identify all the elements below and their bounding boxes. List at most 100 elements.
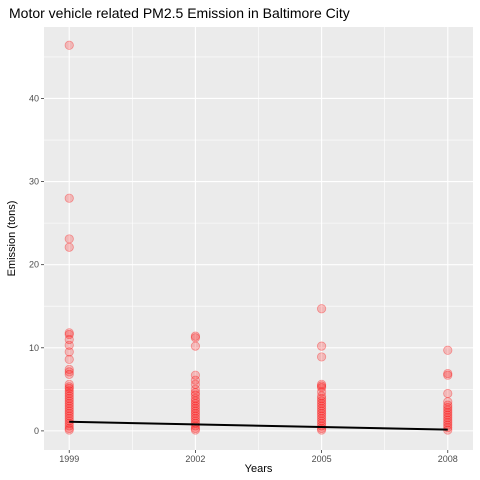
data-point bbox=[190, 425, 201, 435]
data-point bbox=[443, 405, 453, 415]
data-point bbox=[316, 387, 327, 397]
data-point bbox=[64, 396, 74, 406]
trend-line-group bbox=[69, 420, 448, 431]
data-point bbox=[64, 340, 74, 350]
data-point bbox=[64, 328, 74, 338]
data-point bbox=[64, 364, 74, 374]
data-point bbox=[64, 234, 74, 244]
data-point bbox=[190, 393, 201, 404]
data-point bbox=[64, 403, 74, 414]
data-point bbox=[64, 411, 74, 421]
data-point bbox=[64, 388, 74, 399]
data-point bbox=[64, 354, 74, 365]
data-point bbox=[64, 421, 74, 431]
data-point bbox=[443, 412, 453, 423]
major-gridlines bbox=[44, 27, 473, 450]
data-point bbox=[64, 334, 74, 345]
data-point bbox=[64, 382, 74, 392]
data-point bbox=[190, 403, 201, 414]
data-point bbox=[190, 333, 201, 343]
data-point bbox=[190, 406, 201, 416]
x-tick-label: 1999 bbox=[59, 454, 79, 464]
data-point bbox=[316, 379, 327, 389]
data-point bbox=[190, 411, 201, 421]
y-tick-label: 10 bbox=[29, 343, 39, 353]
data-point bbox=[316, 416, 327, 426]
data-point bbox=[64, 423, 74, 433]
data-point bbox=[64, 329, 74, 340]
data-point bbox=[190, 401, 201, 411]
data-point bbox=[316, 352, 327, 362]
trend-line bbox=[69, 420, 448, 431]
data-point bbox=[190, 370, 201, 380]
y-tick-label: 30 bbox=[29, 177, 39, 187]
minor-gridlines bbox=[44, 27, 473, 450]
x-tick-label: 2008 bbox=[438, 454, 458, 464]
data-point bbox=[190, 384, 201, 394]
data-point bbox=[64, 369, 74, 379]
y-tick-label: 20 bbox=[29, 260, 39, 270]
y-tick-label: 0 bbox=[34, 426, 39, 436]
data-point bbox=[443, 417, 453, 428]
data-point bbox=[443, 400, 453, 410]
data-point bbox=[64, 425, 74, 435]
data-point bbox=[316, 398, 327, 409]
x-tick-label: 2005 bbox=[312, 454, 332, 464]
data-points bbox=[64, 40, 453, 435]
data-point bbox=[443, 397, 453, 407]
data-point bbox=[316, 408, 327, 419]
x-axis: 1999 2002 2005 2008 bbox=[59, 450, 458, 464]
x-axis-title: Years bbox=[245, 463, 273, 475]
data-point bbox=[316, 413, 327, 424]
x-tick-label: 2002 bbox=[185, 454, 205, 464]
data-point bbox=[64, 367, 74, 377]
data-point bbox=[64, 401, 74, 411]
data-point bbox=[443, 403, 453, 413]
data-point bbox=[190, 388, 201, 398]
chart-title: Motor vehicle related PM2.5 Emission in … bbox=[9, 5, 350, 21]
data-point bbox=[64, 383, 74, 394]
data-point bbox=[443, 415, 453, 425]
y-axis: 0 10 20 30 40 bbox=[29, 93, 44, 436]
data-point bbox=[64, 347, 74, 357]
data-point bbox=[316, 304, 327, 314]
data-point bbox=[190, 398, 201, 409]
data-point bbox=[190, 390, 201, 400]
data-point bbox=[190, 413, 201, 424]
data-point bbox=[316, 393, 327, 404]
data-point bbox=[443, 370, 453, 380]
data-point bbox=[443, 368, 453, 379]
data-point bbox=[316, 411, 327, 421]
y-axis-title: Emission (tons) bbox=[6, 201, 18, 277]
data-point bbox=[190, 331, 201, 341]
data-point bbox=[443, 345, 453, 355]
data-point bbox=[443, 388, 453, 399]
data-point bbox=[443, 410, 453, 420]
data-point bbox=[316, 381, 327, 391]
data-point bbox=[64, 398, 74, 409]
y-tick-label: 40 bbox=[29, 93, 39, 103]
data-point bbox=[64, 379, 74, 389]
data-point bbox=[316, 403, 327, 414]
data-point bbox=[64, 393, 74, 404]
data-point bbox=[64, 40, 74, 50]
data-point bbox=[316, 401, 327, 411]
data-point bbox=[64, 406, 74, 416]
data-point bbox=[316, 406, 327, 416]
data-point bbox=[190, 379, 201, 389]
data-point bbox=[64, 408, 74, 419]
data-point bbox=[190, 375, 201, 385]
data-point bbox=[64, 386, 74, 396]
data-point bbox=[190, 396, 201, 406]
data-point bbox=[64, 242, 74, 252]
data-point bbox=[190, 341, 201, 351]
data-point bbox=[316, 341, 327, 351]
data-point bbox=[316, 396, 327, 406]
data-point bbox=[316, 391, 327, 401]
data-point bbox=[190, 408, 201, 419]
data-point bbox=[443, 408, 453, 418]
data-point bbox=[316, 383, 327, 393]
data-point bbox=[64, 193, 74, 203]
data-point bbox=[64, 391, 74, 401]
